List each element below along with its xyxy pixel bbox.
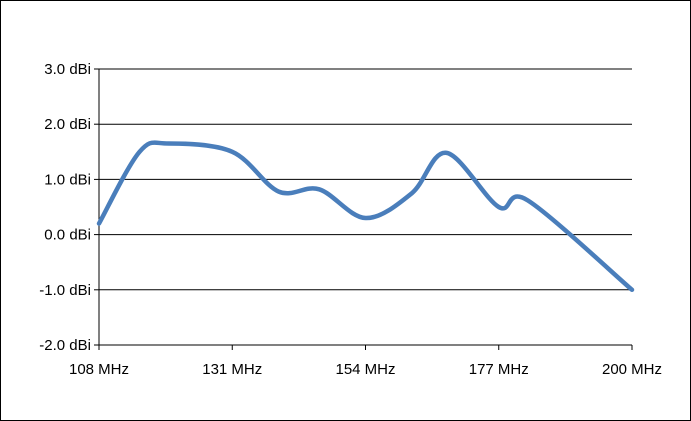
y-tick-label: -2.0 dBi <box>39 337 91 354</box>
y-tick-label: 3.0 dBi <box>44 61 91 78</box>
y-tick-label: 1.0 dBi <box>44 171 91 188</box>
x-tick-label: 200 MHz <box>602 361 662 378</box>
y-tick-label: 0.0 dBi <box>44 227 91 244</box>
y-tick-label: -1.0 dBi <box>39 282 91 299</box>
y-axis-labels: 3.0 dBi 2.0 dBi 1.0 dBi 0.0 dBi -1.0 dBi -2.0… <box>39 61 91 354</box>
x-tick-label: 154 MHz <box>335 361 395 378</box>
y-tick-label: 2.0 dBi <box>44 116 91 133</box>
series-line-0 <box>96 140 635 293</box>
x-tick-label: 108 MHz <box>69 361 129 378</box>
gridlines <box>99 68 632 291</box>
series <box>96 140 635 293</box>
x-tick-label: 131 MHz <box>202 361 262 378</box>
axes <box>94 68 633 350</box>
x-axis-labels: 108 MHz 131 MHz 154 MHz 177 MHz 200 MHz <box>69 361 662 378</box>
x-tick-label: 177 MHz <box>469 361 529 378</box>
